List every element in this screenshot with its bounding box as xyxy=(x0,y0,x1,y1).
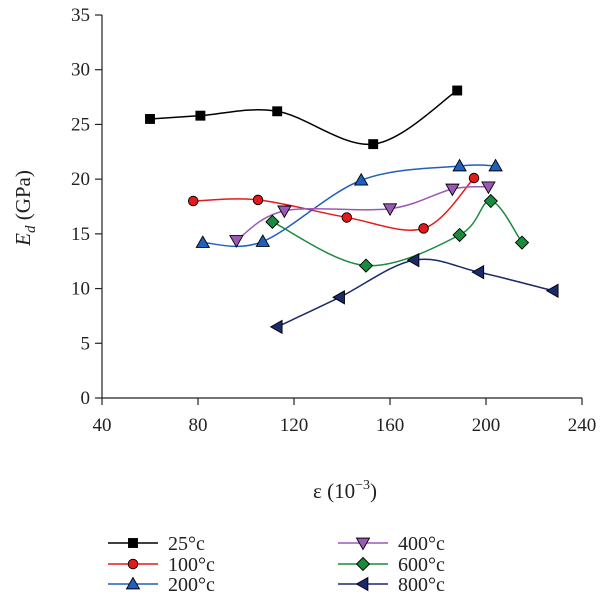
data-point-series-3 xyxy=(382,203,398,217)
y-tick-label: 30 xyxy=(71,60,90,81)
data-point-series-4 xyxy=(358,258,374,273)
x-tick-label: 160 xyxy=(376,415,405,436)
legend-marker xyxy=(355,576,369,592)
y-tick-label: 25 xyxy=(71,114,90,135)
legend-item: 400°c xyxy=(338,533,445,555)
x-tick-label: 80 xyxy=(189,415,208,436)
legend-item: 600°c xyxy=(338,554,445,576)
data-point-series-5 xyxy=(471,264,485,280)
data-point-series-1 xyxy=(468,172,480,184)
x-tick-label: 200 xyxy=(472,415,501,436)
data-point-series-4 xyxy=(452,227,467,243)
legend-label: 200°c xyxy=(168,574,215,596)
legend-label: 600°c xyxy=(398,554,445,576)
legend-label: 100°c xyxy=(168,554,215,576)
data-point-series-5 xyxy=(269,319,283,335)
legend-item: 25°c xyxy=(108,533,205,555)
y-tick-label: 20 xyxy=(71,169,90,190)
axes: 40 80 120 160 200 240 0 5 10 15 20 25 30 35 xyxy=(71,5,596,436)
data-point-series-0 xyxy=(272,106,283,117)
data-point-series-1 xyxy=(341,212,353,223)
y-tick-label: 35 xyxy=(71,5,90,26)
data-point-series-4 xyxy=(483,193,498,209)
y-tick-label: 15 xyxy=(71,224,90,245)
legend-label: 800°c xyxy=(398,574,445,596)
legend-label: 400°c xyxy=(398,533,445,555)
data-point-series-2 xyxy=(452,158,467,172)
data-point-series-5 xyxy=(332,290,345,305)
data-point-series-1 xyxy=(418,223,429,234)
x-tick-label: 40 xyxy=(93,415,112,436)
legend-label: 25°c xyxy=(168,533,205,555)
data-point-series-3 xyxy=(277,205,292,219)
y-axis-title: Ed (GPa) xyxy=(11,170,39,247)
y-tick-label: 5 xyxy=(81,333,91,354)
legend-marker xyxy=(128,538,138,548)
series-line-4 xyxy=(272,200,523,267)
legend-marker xyxy=(127,558,139,570)
x-tick-label: 240 xyxy=(568,415,597,436)
data-point-series-3 xyxy=(481,181,496,195)
legend-item: 800°c xyxy=(338,574,445,596)
data-point-series-0 xyxy=(145,114,155,124)
x-tick-label: 120 xyxy=(280,415,309,436)
x-axis-title: ε (10−3) xyxy=(313,478,377,503)
series-line-3 xyxy=(235,185,489,242)
legend-item: 200°c xyxy=(108,574,215,596)
data-point-series-2 xyxy=(488,158,503,172)
data-point-series-2 xyxy=(195,235,211,248)
data-point-series-2 xyxy=(255,234,271,247)
series-line-1 xyxy=(193,177,475,231)
data-point-series-5 xyxy=(406,252,420,268)
data-point-series-1 xyxy=(187,195,199,207)
plot-markers xyxy=(145,85,559,335)
series-line-0 xyxy=(149,89,458,146)
data-point-series-2 xyxy=(353,172,369,186)
y-tick-label: 0 xyxy=(81,388,91,409)
legend-marker xyxy=(125,576,141,590)
data-point-series-0 xyxy=(452,85,463,96)
data-point-series-1 xyxy=(252,194,264,206)
data-point-series-5 xyxy=(545,283,559,299)
legend-marker xyxy=(355,556,371,572)
data-point-series-0 xyxy=(195,110,206,121)
legend-marker xyxy=(355,537,371,551)
data-point-series-4 xyxy=(514,235,530,250)
series-line-5 xyxy=(276,258,554,328)
legend-item: 100°c xyxy=(108,554,215,576)
data-point-series-0 xyxy=(368,139,379,150)
data-point-series-4 xyxy=(265,214,280,229)
plot-lines xyxy=(149,89,554,328)
data-point-series-3 xyxy=(445,183,460,197)
y-tick-label: 10 xyxy=(71,279,90,300)
data-point-series-3 xyxy=(229,235,244,248)
